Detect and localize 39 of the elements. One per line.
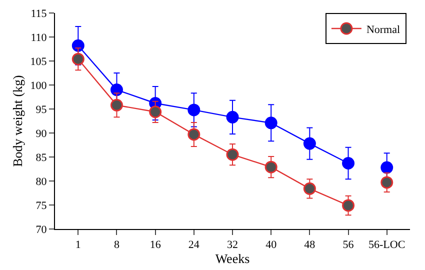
point	[264, 160, 278, 174]
point	[149, 106, 162, 118]
y-tick-label: 90	[36, 128, 48, 140]
y-tick-label: 80	[36, 176, 48, 188]
x-tick-label: 48	[304, 239, 316, 252]
point	[264, 116, 278, 130]
y-tick-label: 85	[36, 152, 48, 164]
point	[188, 128, 200, 141]
legend-label: Normal	[366, 24, 400, 36]
point	[226, 148, 239, 161]
x-tick-label: 32	[227, 239, 238, 252]
x-tick-label: 56-LOC	[368, 239, 406, 252]
x-tick-label: 40	[266, 239, 278, 252]
x-axis-title: Weeks	[215, 251, 250, 266]
point	[110, 84, 123, 96]
y-tick-label: 115	[30, 8, 48, 20]
point	[303, 182, 316, 195]
x-tick-label: 24	[188, 239, 200, 252]
x-tick-label: 16	[150, 239, 162, 252]
point	[72, 52, 84, 66]
x-tick-label: 56	[342, 239, 354, 252]
y-tick-label: 105	[30, 56, 48, 68]
y-axis-title: Body weight (kg)	[10, 75, 26, 167]
point	[342, 199, 355, 212]
y-tick-label: 75	[36, 200, 48, 212]
x-tick-label: 1	[75, 239, 81, 252]
x-tick-label: 8	[114, 239, 120, 252]
y-tick-label: 70	[36, 224, 48, 236]
point	[110, 98, 123, 112]
y-tick-label: 95	[36, 104, 48, 116]
y-tick-label: 110	[30, 32, 48, 44]
point	[380, 176, 394, 189]
point	[188, 104, 200, 116]
point	[342, 156, 355, 170]
point	[303, 137, 316, 150]
point	[380, 161, 394, 174]
point	[226, 110, 239, 124]
point	[72, 39, 84, 52]
y-tick-label: 100	[30, 80, 48, 92]
